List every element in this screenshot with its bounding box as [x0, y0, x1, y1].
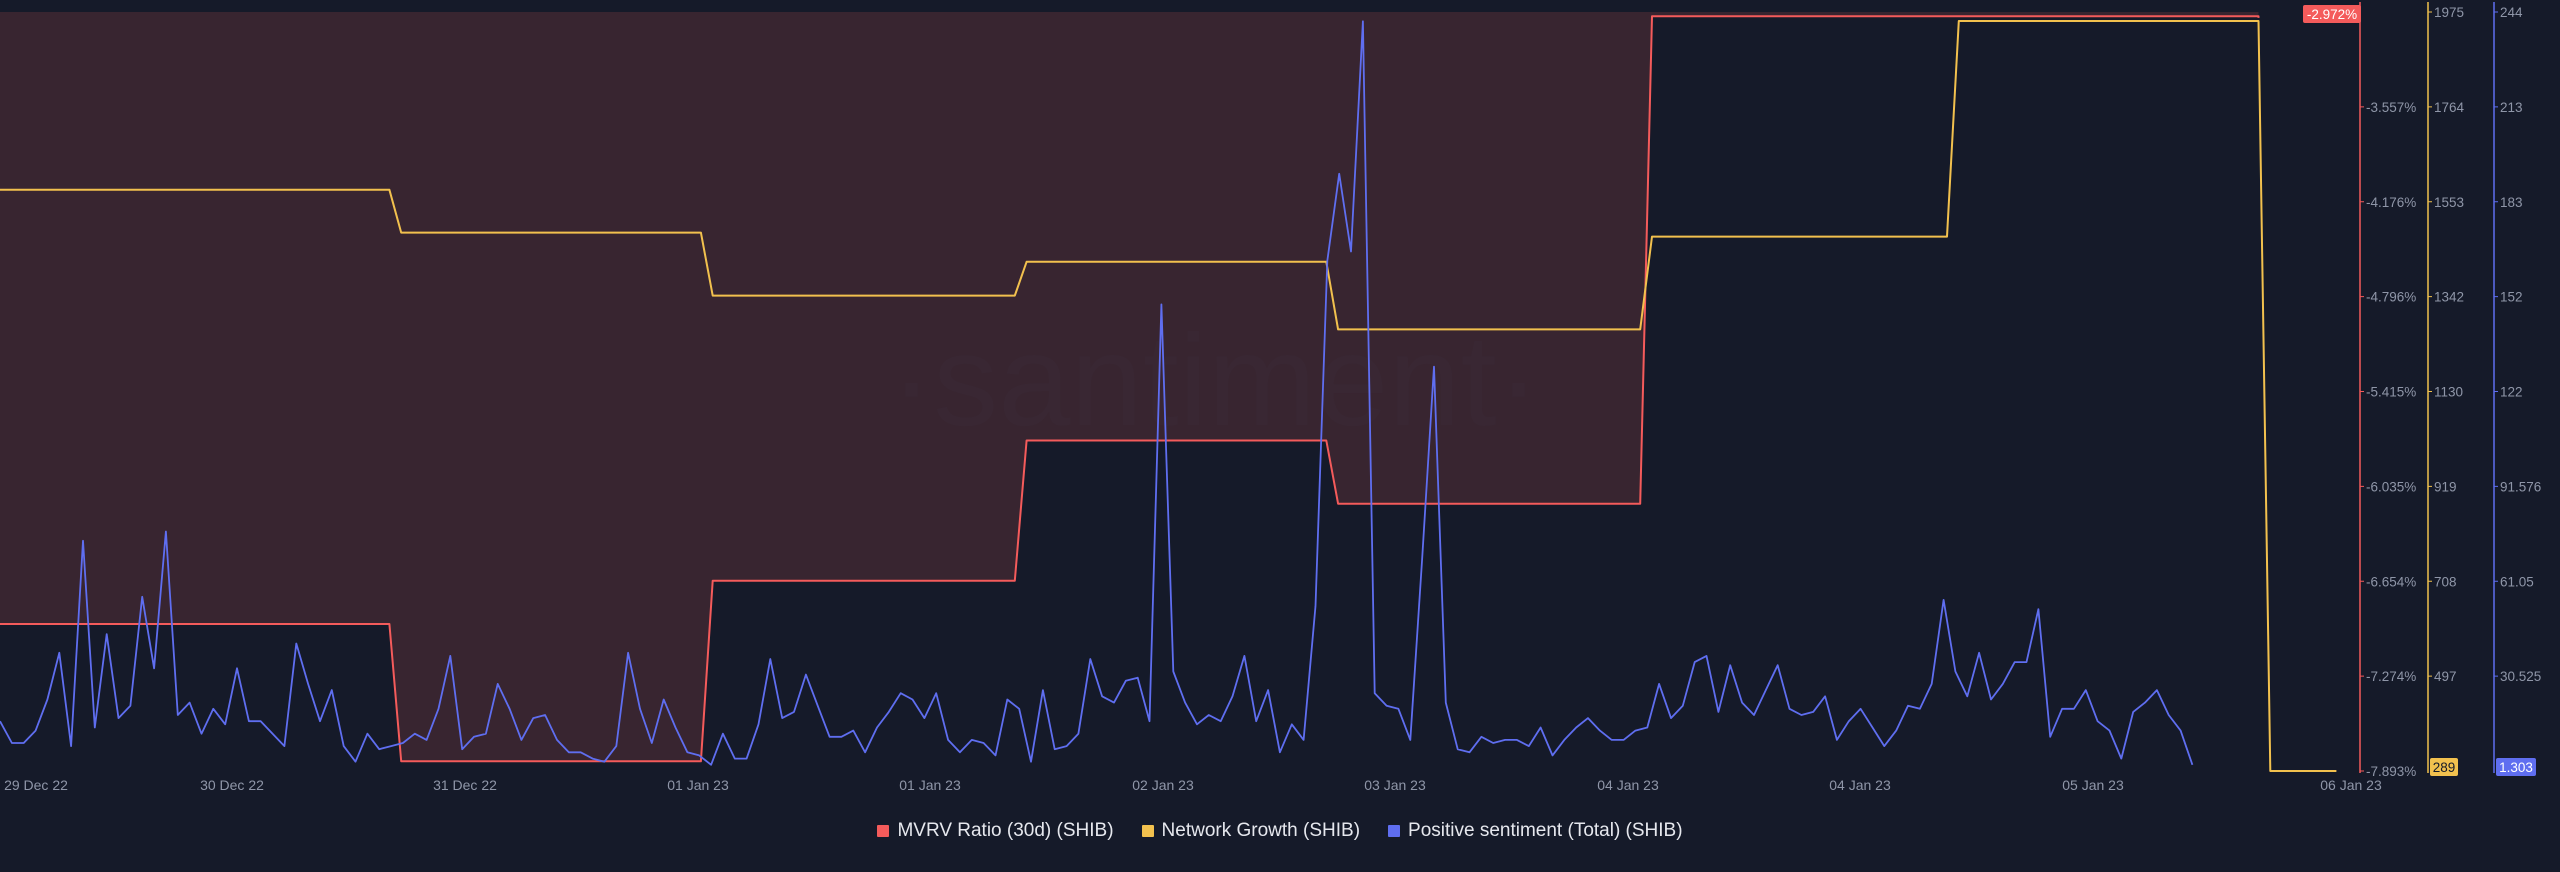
legend-item-positive-sentiment[interactable]: Positive sentiment (Total) (SHIB): [1388, 820, 1683, 842]
positive-sentiment-tick-label: 30.525: [2500, 669, 2541, 684]
legend: MVRV Ratio (30d) (SHIB) Network Growth (…: [0, 820, 2560, 842]
x-tick-label: 04 Jan 23: [1829, 777, 1891, 793]
network-growth-tick-label: 1342: [2434, 290, 2464, 305]
network-growth-tick-label: 1130: [2434, 385, 2463, 400]
santiment-watermark: ·santiment·: [890, 307, 1540, 453]
positive-sentiment-current-value: 1.303: [2499, 760, 2533, 775]
x-tick-label: 02 Jan 23: [1132, 777, 1194, 793]
legend-label-network-growth: Network Growth (SHIB): [1161, 820, 1361, 841]
mvrv-tick-label: -4.176%: [2366, 195, 2416, 210]
x-tick-label: 31 Dec 22: [433, 777, 497, 793]
legend-label-positive-sentiment: Positive sentiment (Total) (SHIB): [1408, 820, 1683, 841]
positive-sentiment-tick-label: 61.05: [2500, 574, 2534, 589]
positive-sentiment-tick-label: 183: [2500, 195, 2523, 210]
series-layer: [0, 15, 2337, 772]
network-growth-current-value: 289: [2433, 760, 2456, 775]
network-growth-tick-label: 1975: [2434, 5, 2464, 20]
mvrv-tick-label: -4.796%: [2366, 290, 2416, 305]
network-growth-tick-label: 1764: [2434, 100, 2465, 115]
mvrv-tick-label: -6.654%: [2366, 574, 2416, 589]
x-tick-label: 03 Jan 23: [1364, 777, 1426, 793]
positive-sentiment-tick-label: 244: [2500, 5, 2523, 20]
mvrv-area-layer: [0, 12, 2259, 762]
network-growth-tick-label: 497: [2434, 669, 2457, 684]
x-tick-label: 01 Jan 23: [667, 777, 729, 793]
x-tick-label: 01 Jan 23: [899, 777, 961, 793]
x-tick-label: 05 Jan 23: [2062, 777, 2124, 793]
x-axis: 29 Dec 22 30 Dec 22 31 Dec 22 01 Jan 23 01 J…: [4, 777, 2382, 793]
network-growth-current-badge: [2430, 758, 2458, 776]
positive-sentiment-tick-label: 122: [2500, 385, 2523, 400]
positive-sentiment-current-badge: [2496, 758, 2536, 776]
legend-item-network-growth[interactable]: Network Growth (SHIB): [1141, 820, 1361, 842]
mvrv-tick-label: -5.415%: [2366, 385, 2416, 400]
mvrv-current-badge: [2303, 5, 2361, 23]
x-tick-label: 30 Dec 22: [200, 777, 264, 793]
mvrv-current-value: -2.972%: [2307, 7, 2357, 22]
mvrv-tick-label: -3.557%: [2366, 100, 2416, 115]
positive-sentiment-tick-label: 213: [2500, 100, 2523, 115]
mvrv-area: [0, 12, 2259, 762]
series-line-network-growth[interactable]: [0, 20, 2337, 772]
mvrv-tick-label: -6.035%: [2366, 479, 2416, 494]
positive-sentiment-tick-label: 152: [2500, 290, 2523, 305]
series-line-positive-sentiment[interactable]: [0, 20, 2194, 766]
network-growth-tick-label: 708: [2434, 574, 2457, 589]
x-tick-label: 04 Jan 23: [1597, 777, 1659, 793]
mvrv-tick-label: -7.274%: [2366, 669, 2416, 684]
series-line-mvrv[interactable]: [0, 15, 2260, 763]
legend-swatch-mvrv: [877, 825, 890, 837]
legend-swatch-positive-sentiment: [1388, 825, 1401, 837]
positive-sentiment-tick-label: 91.576: [2500, 479, 2541, 494]
legend-label-mvrv: MVRV Ratio (30d) (SHIB): [897, 820, 1114, 841]
legend-item-mvrv[interactable]: MVRV Ratio (30d) (SHIB): [877, 820, 1114, 842]
network-growth-tick-label: 1553: [2434, 195, 2464, 210]
x-tick-label: 06 Jan 23: [2320, 777, 2382, 793]
mvrv-tick-label: -7.893%: [2366, 764, 2416, 779]
x-tick-label: 29 Dec 22: [4, 777, 68, 793]
legend-swatch-network-growth: [1141, 825, 1154, 837]
axes-layer: -3.557% -4.176% -4.796% -5.415% -6.035% -6.65…: [2303, 2, 2541, 779]
network-growth-tick-label: 919: [2434, 479, 2457, 494]
